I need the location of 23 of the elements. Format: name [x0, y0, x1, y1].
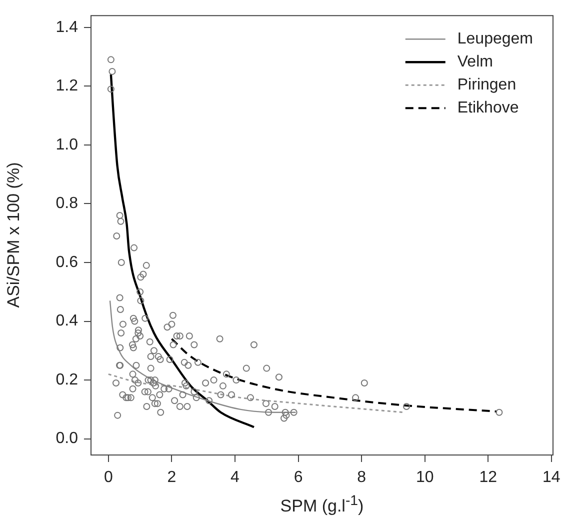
x-tick-label: 12	[479, 469, 498, 486]
x-tick-label: 6	[294, 469, 303, 486]
x-tick-label: 2	[167, 469, 176, 486]
y-tick-label: 0.8	[56, 195, 78, 212]
x-axis-title: SPM (g.l$^{-1}$)	[279, 493, 365, 517]
x-tick-label: 0	[104, 469, 113, 486]
y-tick-label: 0.0	[56, 430, 78, 448]
x-tick-label: 14	[542, 469, 560, 486]
y-tick-label: 1.2	[56, 78, 78, 95]
legend-label: Leupegem	[457, 30, 534, 48]
y-tick-label: 1.0	[56, 136, 78, 154]
y-axis-title: ASi/SPM x 100 (%)	[4, 162, 24, 308]
legend-label: Velm	[457, 54, 493, 71]
y-tick-label: 1.4	[56, 18, 78, 36]
x-tick-label: 10	[416, 469, 434, 486]
y-tick-label: 0.6	[56, 254, 78, 271]
legend-label: Piringen	[457, 76, 516, 94]
x-tick-label: 4	[230, 469, 240, 486]
y-tick-label: 0.4	[56, 312, 78, 330]
legend-label: Etikhove	[457, 100, 519, 117]
line-series	[108, 373, 405, 414]
x-tick-label: 8	[357, 469, 366, 486]
y-tick-label: 0.2	[56, 371, 78, 388]
